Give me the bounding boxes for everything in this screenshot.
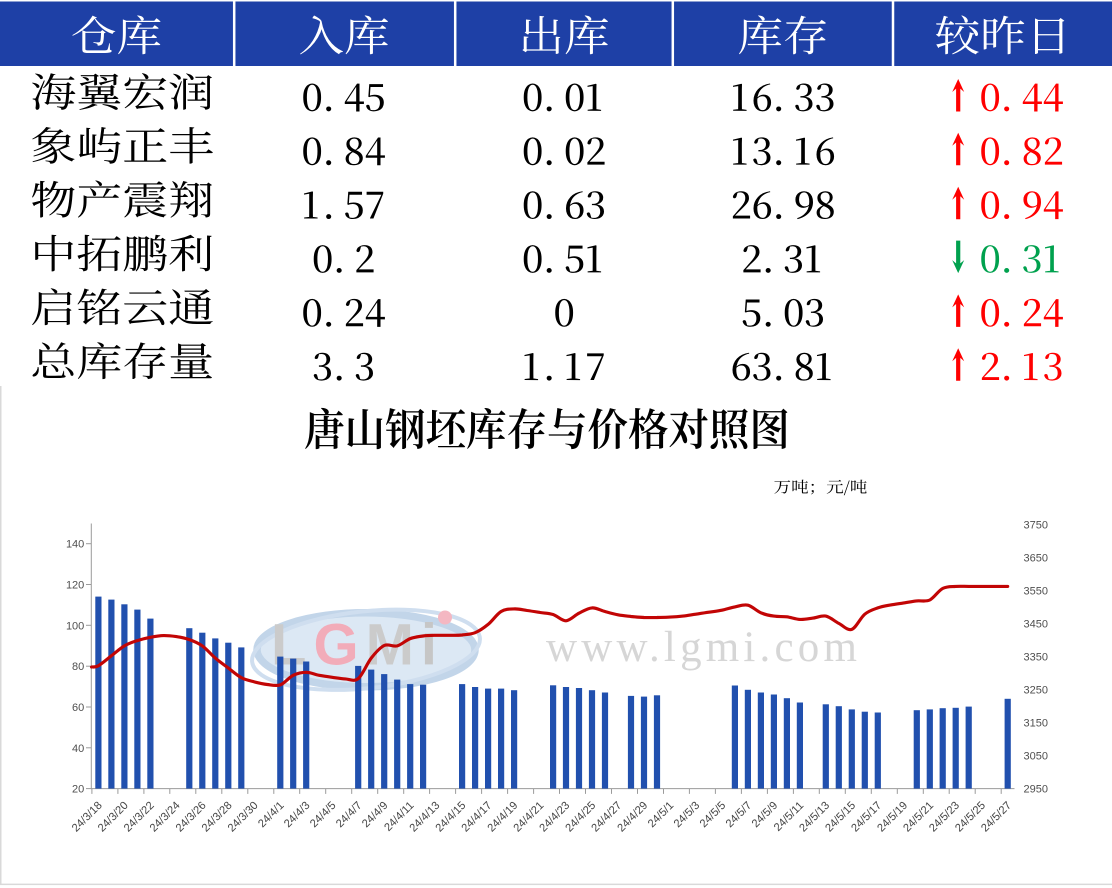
svg-text:www.lgmi.com: www.lgmi.com — [546, 624, 861, 671]
svg-text:120: 120 — [66, 580, 84, 592]
svg-text:24/5/5: 24/5/5 — [698, 800, 728, 830]
svg-text:2950: 2950 — [1024, 784, 1048, 796]
svg-text:24/4/1: 24/4/1 — [256, 800, 286, 830]
svg-text:24/5/7: 24/5/7 — [724, 800, 754, 830]
svg-text:100: 100 — [66, 620, 84, 632]
svg-text:3650: 3650 — [1024, 552, 1048, 564]
svg-text:20: 20 — [72, 784, 84, 796]
svg-text:3350: 3350 — [1024, 651, 1048, 663]
svg-text:24/5/1: 24/5/1 — [646, 800, 676, 830]
svg-text:24/5/3: 24/5/3 — [672, 800, 702, 830]
svg-text:3550: 3550 — [1024, 585, 1048, 597]
svg-text:80: 80 — [72, 661, 84, 673]
svg-text:24/4/5: 24/4/5 — [308, 800, 338, 830]
svg-text:3250: 3250 — [1024, 685, 1048, 697]
svg-text:3450: 3450 — [1024, 618, 1048, 630]
svg-text:3150: 3150 — [1024, 718, 1048, 730]
svg-text:3050: 3050 — [1024, 751, 1048, 763]
svg-text:LGMi: LGMi — [271, 613, 444, 678]
svg-text:40: 40 — [72, 743, 84, 755]
svg-text:140: 140 — [66, 539, 84, 551]
svg-text:60: 60 — [72, 702, 84, 714]
svg-text:3750: 3750 — [1024, 519, 1048, 531]
svg-text:24/4/7: 24/4/7 — [334, 800, 364, 830]
svg-text:24/4/3: 24/4/3 — [282, 800, 312, 830]
